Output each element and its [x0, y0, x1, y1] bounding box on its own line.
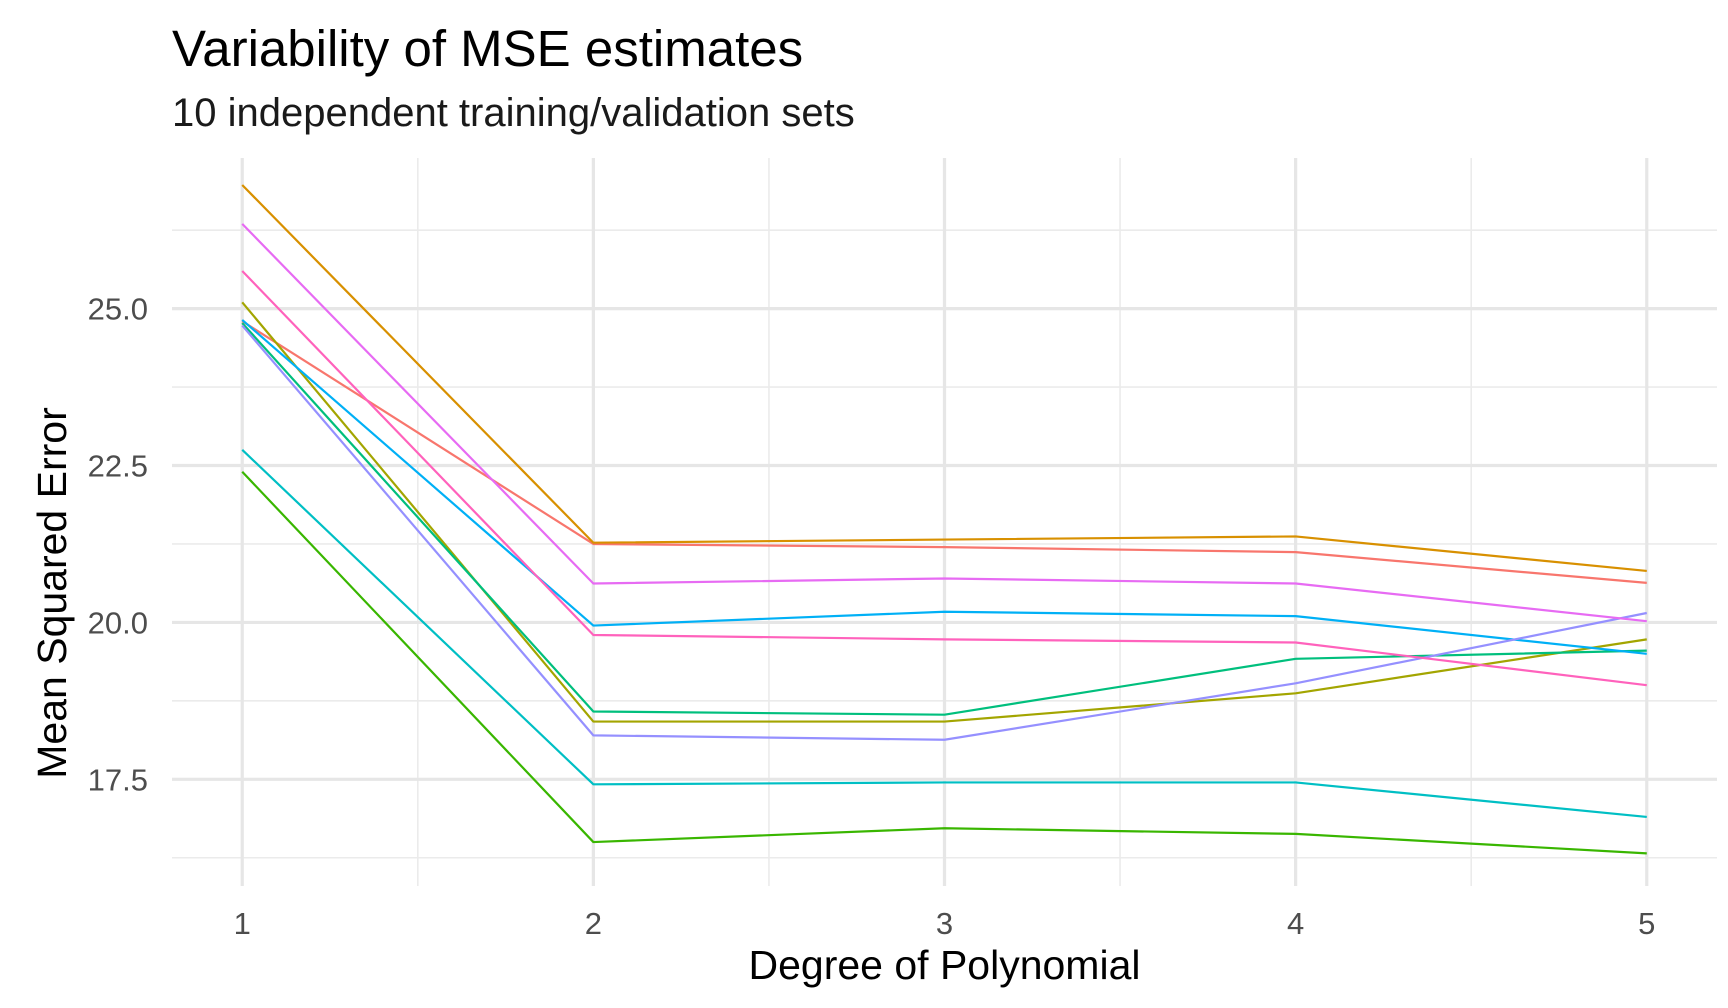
series-line-6	[241, 449, 1647, 819]
series-line-1	[241, 320, 1647, 584]
series-line-9	[241, 223, 1647, 623]
chart-subtitle: 10 independent training/validation sets	[172, 91, 855, 135]
y-tick-label: 20.0	[88, 605, 148, 640]
y-tick-label: 17.5	[88, 762, 148, 797]
major-gridlines	[172, 158, 1717, 886]
chart-title: Variability of MSE estimates	[172, 20, 804, 77]
x-tick-label: 3	[936, 906, 953, 941]
y-axis-ticks: 17.5 20.0 22.5 25.0	[88, 292, 148, 798]
x-axis-label: Degree of Polynomial	[748, 942, 1141, 988]
series-line-7	[241, 319, 1647, 655]
series-line-10	[241, 270, 1647, 687]
y-tick-label: 25.0	[88, 292, 148, 327]
x-tick-label: 4	[1287, 906, 1304, 941]
series-lines	[241, 184, 1647, 855]
x-axis-ticks: 1 2 3 4 5	[234, 906, 1656, 941]
x-tick-label: 5	[1638, 906, 1655, 941]
series-line-4	[241, 471, 1647, 855]
y-tick-label: 22.5	[88, 449, 148, 484]
y-axis-label: Mean Squared Error	[29, 407, 75, 779]
series-line-8	[241, 324, 1647, 741]
series-line-2	[241, 184, 1647, 573]
x-tick-label: 1	[234, 906, 251, 941]
x-tick-label: 2	[585, 906, 602, 941]
